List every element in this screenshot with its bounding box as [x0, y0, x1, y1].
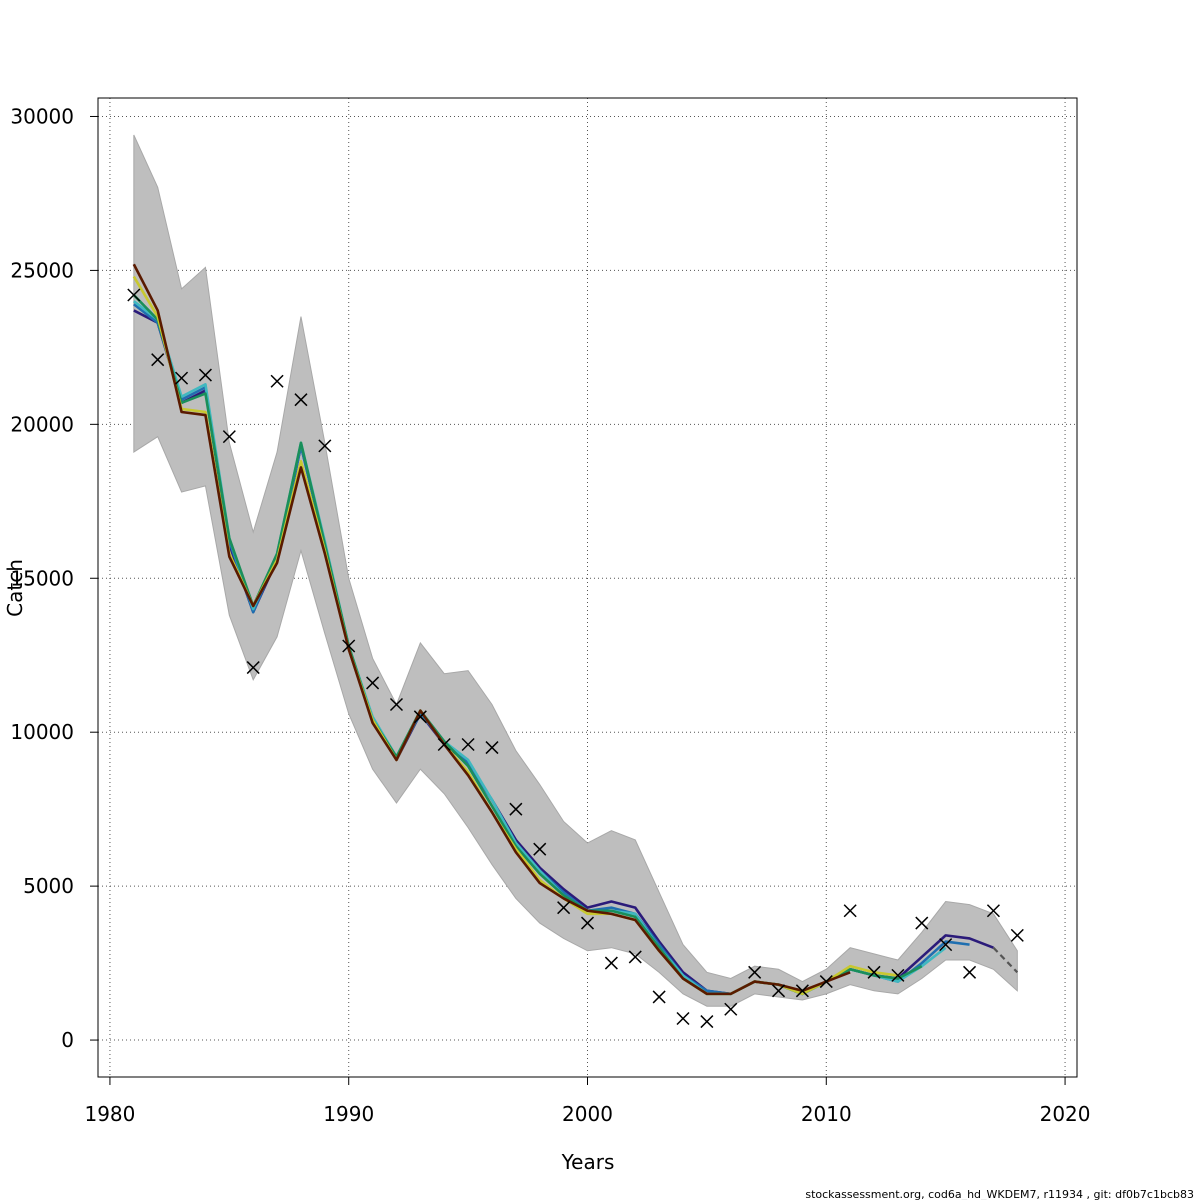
observation-stroke — [604, 956, 618, 970]
observation-point — [127, 288, 141, 302]
observation-point — [939, 938, 953, 952]
observation-stroke — [294, 393, 308, 407]
observation-point — [198, 368, 212, 382]
observation-stroke — [748, 965, 762, 979]
observation-stroke — [318, 439, 332, 453]
observation-stroke — [1010, 928, 1024, 942]
observation-stroke — [485, 741, 499, 755]
x-axis-title: Years — [561, 1150, 615, 1174]
observation-stroke — [771, 984, 786, 998]
observation-point — [795, 984, 809, 998]
observation-point — [366, 676, 380, 690]
observation-point — [270, 374, 284, 388]
observation-stroke — [413, 710, 427, 724]
observation-point — [151, 353, 165, 367]
y-tick-label: 10000 — [10, 720, 74, 744]
observation-stroke — [151, 353, 165, 367]
observation-point — [580, 916, 595, 930]
observation-point — [318, 439, 332, 453]
observation-point — [676, 1011, 690, 1026]
x-tick-label: 2020 — [1040, 1102, 1091, 1126]
observation-point — [461, 737, 475, 752]
observation-point — [175, 371, 189, 385]
observation-point — [1010, 928, 1024, 942]
x-tick-label: 1990 — [323, 1102, 374, 1126]
observation-point — [437, 737, 451, 752]
observation-stroke — [461, 737, 475, 752]
observation-point — [986, 904, 1000, 918]
observation-stroke — [366, 676, 380, 690]
observation-stroke — [557, 901, 571, 915]
observation-stroke — [198, 368, 212, 382]
observation-stroke — [963, 965, 977, 979]
observation-stroke — [628, 950, 642, 964]
confidence-band-layer — [133, 134, 1018, 1007]
observation-point — [724, 1002, 738, 1016]
observation-point — [485, 741, 499, 755]
observation-stroke — [533, 842, 547, 856]
observation-point — [915, 916, 929, 930]
x-tick-label: 2010 — [801, 1102, 852, 1126]
y-axis-title: Catch — [3, 559, 27, 617]
dashed-forecast-line — [992, 946, 1019, 974]
x-tick-label: 2000 — [562, 1102, 613, 1126]
observation-stroke — [915, 916, 929, 930]
observation-stroke — [891, 968, 905, 982]
observation-stroke — [127, 288, 141, 302]
observation-point — [628, 950, 642, 964]
observation-stroke — [819, 975, 833, 989]
observation-point — [557, 901, 571, 915]
observation-stroke — [676, 1011, 690, 1026]
observation-point — [867, 965, 881, 979]
observation-stroke — [437, 737, 451, 752]
series-line — [132, 263, 851, 996]
observation-point — [294, 393, 308, 407]
observation-point — [748, 965, 762, 979]
observation-point — [413, 710, 427, 724]
observation-point — [843, 904, 857, 918]
observation-point — [342, 639, 356, 653]
observation-stroke — [795, 984, 809, 998]
x-tick-label: 1980 — [84, 1102, 135, 1126]
observation-stroke — [270, 374, 284, 388]
observation-point — [389, 697, 404, 712]
observation-stroke — [652, 990, 666, 1004]
observation-stroke — [939, 938, 953, 952]
y-tick-label: 5000 — [23, 874, 74, 898]
observation-point — [533, 842, 547, 856]
y-tick-label: 0 — [61, 1028, 74, 1052]
observation-point — [963, 965, 977, 979]
observation-stroke — [389, 697, 404, 712]
observation-point — [246, 661, 260, 675]
observation-stroke — [580, 916, 595, 930]
y-tick-label: 30000 — [10, 104, 74, 128]
observation-stroke — [175, 371, 189, 385]
observation-stroke — [342, 639, 356, 653]
observation-layer — [127, 288, 1024, 1029]
observation-stroke — [724, 1002, 738, 1016]
axis-layer: 1980 1990 2000 2010 2020 0 5000 10000 15000 20000… — [10, 104, 1090, 1126]
observation-point — [700, 1015, 714, 1029]
observation-stroke — [867, 965, 881, 979]
observation-stroke — [700, 1015, 714, 1029]
observation-stroke — [509, 802, 523, 816]
observation-stroke — [986, 904, 1000, 918]
observation-stroke — [222, 430, 236, 444]
observation-point — [771, 984, 786, 998]
y-tick-label: 15000 — [10, 566, 74, 590]
y-tick-label: 20000 — [10, 412, 74, 436]
observation-stroke — [843, 904, 857, 918]
observation-point — [604, 956, 618, 970]
series-layer — [132, 263, 1019, 996]
y-tick-label: 25000 — [10, 258, 74, 282]
observation-point — [222, 430, 236, 444]
observation-point — [891, 968, 905, 982]
observation-point — [509, 802, 523, 816]
footer-note: stockassessment.org, cod6a_hd_WKDEM7, r1… — [805, 1188, 1194, 1200]
confidence-band — [133, 134, 1018, 1007]
observation-point — [652, 990, 666, 1004]
observation-stroke — [246, 661, 260, 675]
observation-point — [819, 975, 833, 989]
